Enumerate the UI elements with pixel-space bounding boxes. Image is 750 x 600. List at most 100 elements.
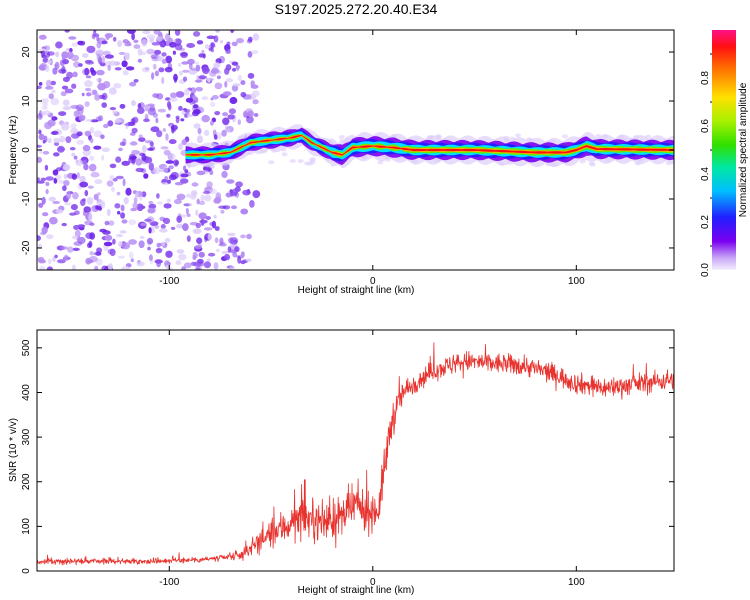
- noise-blob: [222, 91, 232, 96]
- noise-blob: [182, 76, 188, 82]
- noise-blob: [206, 258, 211, 262]
- noise-blob: [237, 74, 242, 82]
- noise-blob: [135, 191, 139, 200]
- noise-blob: [87, 185, 94, 189]
- x-tick-label: 100: [568, 276, 585, 287]
- noise-blob: [117, 210, 121, 215]
- noise-blob: [131, 149, 140, 155]
- noise-blob: [66, 51, 74, 60]
- noise-blob: [192, 228, 202, 234]
- noise-blob: [54, 254, 58, 259]
- noise-blob: [107, 120, 114, 127]
- noise-blob: [230, 30, 234, 34]
- noise-blob: [131, 32, 136, 41]
- noise-blob: [57, 138, 64, 143]
- noise-blob: [153, 30, 161, 35]
- noise-blob: [377, 160, 384, 165]
- noise-blob: [201, 96, 209, 100]
- noise-blob: [112, 238, 116, 245]
- colorbar-tick-label: 0.0: [700, 263, 711, 277]
- noise-blob: [105, 33, 110, 41]
- noise-blob: [178, 105, 183, 111]
- colorbar-ticks: 0.0 0.2 0.4 0.6 0.8: [700, 53, 712, 277]
- noise-blob: [182, 223, 189, 232]
- noise-blob: [61, 51, 69, 59]
- noise-blob: [72, 235, 79, 240]
- noise-blob: [124, 52, 129, 60]
- noise-blob: [159, 228, 168, 233]
- noise-blob: [252, 90, 260, 97]
- noise-blob: [41, 196, 46, 205]
- noise-blob: [213, 62, 221, 69]
- noise-blob: [196, 79, 202, 83]
- noise-blob: [50, 80, 56, 86]
- noise-blob: [226, 41, 231, 46]
- noise-blob: [94, 179, 103, 185]
- noise-blob: [180, 173, 189, 178]
- noise-blob: [202, 190, 211, 195]
- noise-blob: [37, 235, 41, 242]
- noise-blob: [150, 126, 160, 133]
- noise-blob: [62, 99, 70, 106]
- noise-blob: [118, 52, 126, 55]
- noise-blob: [167, 179, 171, 184]
- noise-blob: [231, 188, 239, 196]
- noise-blob: [42, 212, 49, 217]
- noise-blob: [128, 239, 138, 245]
- noise-blob: [182, 69, 190, 73]
- x-tick-label: -100: [159, 577, 179, 588]
- noise-blob: [97, 192, 101, 196]
- noise-blob: [175, 115, 180, 120]
- band-layer: [185, 134, 674, 156]
- noise-blob: [86, 45, 96, 54]
- noise-blob: [96, 49, 104, 54]
- noise-blob: [130, 258, 134, 263]
- noise-blob: [181, 214, 187, 218]
- noise-blob: [45, 64, 50, 72]
- noise-blob: [149, 141, 154, 147]
- noise-blob: [137, 107, 145, 114]
- noise-blob: [248, 36, 253, 42]
- noise-blob: [130, 118, 136, 124]
- snr-series-line: [37, 342, 674, 566]
- noise-blob: [224, 67, 230, 75]
- noise-blob: [104, 220, 110, 226]
- noise-blob: [227, 246, 232, 253]
- noise-blob: [165, 133, 169, 141]
- noise-blob: [281, 152, 288, 157]
- noise-blob: [515, 133, 521, 138]
- noise-blob: [96, 258, 103, 266]
- noise-blob: [42, 150, 50, 155]
- noise-blob: [161, 52, 167, 57]
- noise-blob: [193, 123, 201, 129]
- noise-blob: [45, 188, 49, 195]
- noise-blob: [181, 61, 189, 65]
- y-tick-label: 0: [21, 147, 32, 153]
- noise-blob: [114, 67, 122, 71]
- noise-blob: [95, 69, 105, 76]
- noise-blob: [227, 127, 231, 133]
- colorbar-tick-label: 0.4: [700, 167, 711, 181]
- noise-blob: [40, 177, 47, 182]
- noise-blob: [246, 115, 254, 124]
- noise-blob: [162, 128, 166, 132]
- noise-blob: [96, 53, 101, 62]
- noise-blob: [38, 133, 45, 141]
- noise-blob: [38, 82, 43, 86]
- x-tick-label: -100: [159, 276, 179, 287]
- noise-blob: [213, 214, 217, 219]
- noise-blob: [220, 209, 225, 214]
- noise-blob: [151, 72, 155, 80]
- noise-blob: [245, 108, 254, 116]
- noise-blob: [45, 181, 50, 187]
- noise-blob: [92, 31, 97, 38]
- noise-blob: [194, 61, 200, 65]
- y-tick-label: 200: [21, 473, 32, 490]
- noise-blob: [114, 203, 121, 209]
- noise-blob: [38, 110, 43, 118]
- noise-blob: [64, 202, 72, 206]
- noise-blob: [102, 230, 111, 235]
- noise-blob: [139, 235, 145, 239]
- noise-blob: [210, 120, 214, 126]
